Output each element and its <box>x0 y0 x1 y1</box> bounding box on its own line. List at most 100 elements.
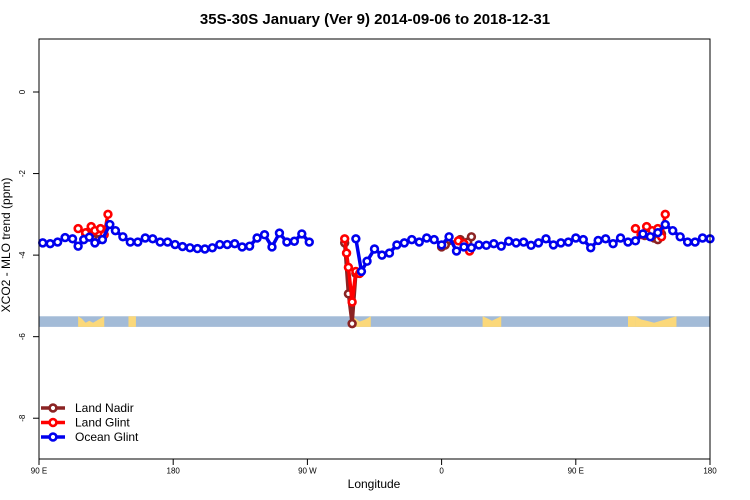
data-point <box>548 240 559 250</box>
data-point <box>526 240 536 251</box>
data-point <box>222 239 232 250</box>
data-point <box>97 234 108 245</box>
x-tick-label: 90 W <box>298 467 317 476</box>
land-region <box>128 316 136 327</box>
data-point <box>67 234 78 244</box>
x-tick-label: 90 E <box>31 467 47 476</box>
data-point <box>682 237 693 247</box>
land-region <box>482 316 502 327</box>
data-point <box>52 237 63 247</box>
data-point <box>73 223 83 234</box>
data-point <box>105 219 115 230</box>
legend-marker <box>48 432 58 442</box>
data-point <box>593 235 603 246</box>
data-point <box>459 242 469 252</box>
data-point <box>377 250 387 260</box>
legend-item: Ocean Glint <box>41 430 139 444</box>
data-point <box>511 238 521 248</box>
data-point <box>73 241 83 251</box>
data-point <box>608 238 618 249</box>
data-point <box>489 238 499 249</box>
axes: 90 E 180 90 W 0 90 E 180 0 -2 -4 -6 -8 <box>18 89 717 475</box>
data-point <box>185 243 195 253</box>
data-point <box>600 234 611 244</box>
data-point <box>84 232 95 242</box>
data-point <box>343 262 354 273</box>
y-tick-label: -6 <box>18 333 27 341</box>
data-point <box>192 243 203 254</box>
data-point <box>481 240 492 251</box>
data-point <box>133 237 143 247</box>
data-point <box>60 232 70 243</box>
data-point <box>237 242 247 252</box>
data-point <box>504 236 514 246</box>
legend-label: Ocean Glint <box>75 430 139 444</box>
legend-item: Land Glint <box>41 416 130 430</box>
y-tick-label: 0 <box>18 89 27 94</box>
chart-title: 35S-30S January (Ver 9) 2014-09-06 to 20… <box>200 11 550 28</box>
data-point <box>533 238 544 248</box>
data-point <box>351 234 361 244</box>
data-point <box>407 234 417 245</box>
data-point <box>252 233 262 243</box>
data-point <box>215 239 225 250</box>
data-point <box>369 244 380 254</box>
data-point <box>630 236 641 246</box>
data-point <box>230 238 240 249</box>
data-point <box>162 237 173 247</box>
data-point <box>571 233 581 243</box>
data-point <box>668 225 678 236</box>
data-point <box>244 241 255 251</box>
data-point <box>362 256 372 266</box>
data-point <box>399 238 410 248</box>
data-point <box>356 266 367 277</box>
land-region <box>627 316 636 327</box>
data-point <box>660 219 670 230</box>
data-point <box>347 318 357 329</box>
y-tick-label: -4 <box>18 251 27 259</box>
data-point <box>200 244 210 254</box>
data-point <box>474 240 484 250</box>
data-point <box>155 237 165 247</box>
data-point <box>110 225 121 236</box>
data-point <box>392 240 402 250</box>
data-point <box>444 232 454 242</box>
data-point <box>556 238 566 248</box>
data-point <box>518 237 529 247</box>
data-point <box>341 248 352 258</box>
data-point <box>414 237 424 247</box>
data-point <box>436 240 447 250</box>
legend-label: Land Nadir <box>75 401 134 415</box>
legend-label: Land Glint <box>75 416 130 430</box>
data-point <box>289 236 300 246</box>
data-point <box>578 234 588 245</box>
data-point <box>267 242 277 252</box>
data-point <box>339 234 350 244</box>
data-point <box>496 241 506 251</box>
data-point <box>586 243 596 253</box>
land-region <box>635 316 677 327</box>
data-point <box>384 248 395 258</box>
data-point <box>697 233 708 243</box>
legend-item: Land Nadir <box>41 401 134 415</box>
ocean-band <box>39 316 710 327</box>
series-2 <box>38 219 715 277</box>
data-point <box>177 241 188 252</box>
y-axis-label: XCO2 - MLO trend (ppm) <box>0 178 13 313</box>
legend-marker <box>48 403 58 413</box>
data-point <box>90 238 100 248</box>
y-tick-label: -2 <box>18 169 27 177</box>
data-point <box>466 232 477 242</box>
data-point <box>421 233 432 243</box>
x-axis-label: Longitude <box>348 477 401 491</box>
series-1 <box>73 209 670 307</box>
data-point <box>630 223 641 234</box>
data-point <box>653 227 663 238</box>
data-point <box>103 209 113 220</box>
data-point <box>638 229 648 239</box>
data-point <box>147 234 158 244</box>
plot-area <box>38 209 715 329</box>
data-point <box>38 238 48 248</box>
